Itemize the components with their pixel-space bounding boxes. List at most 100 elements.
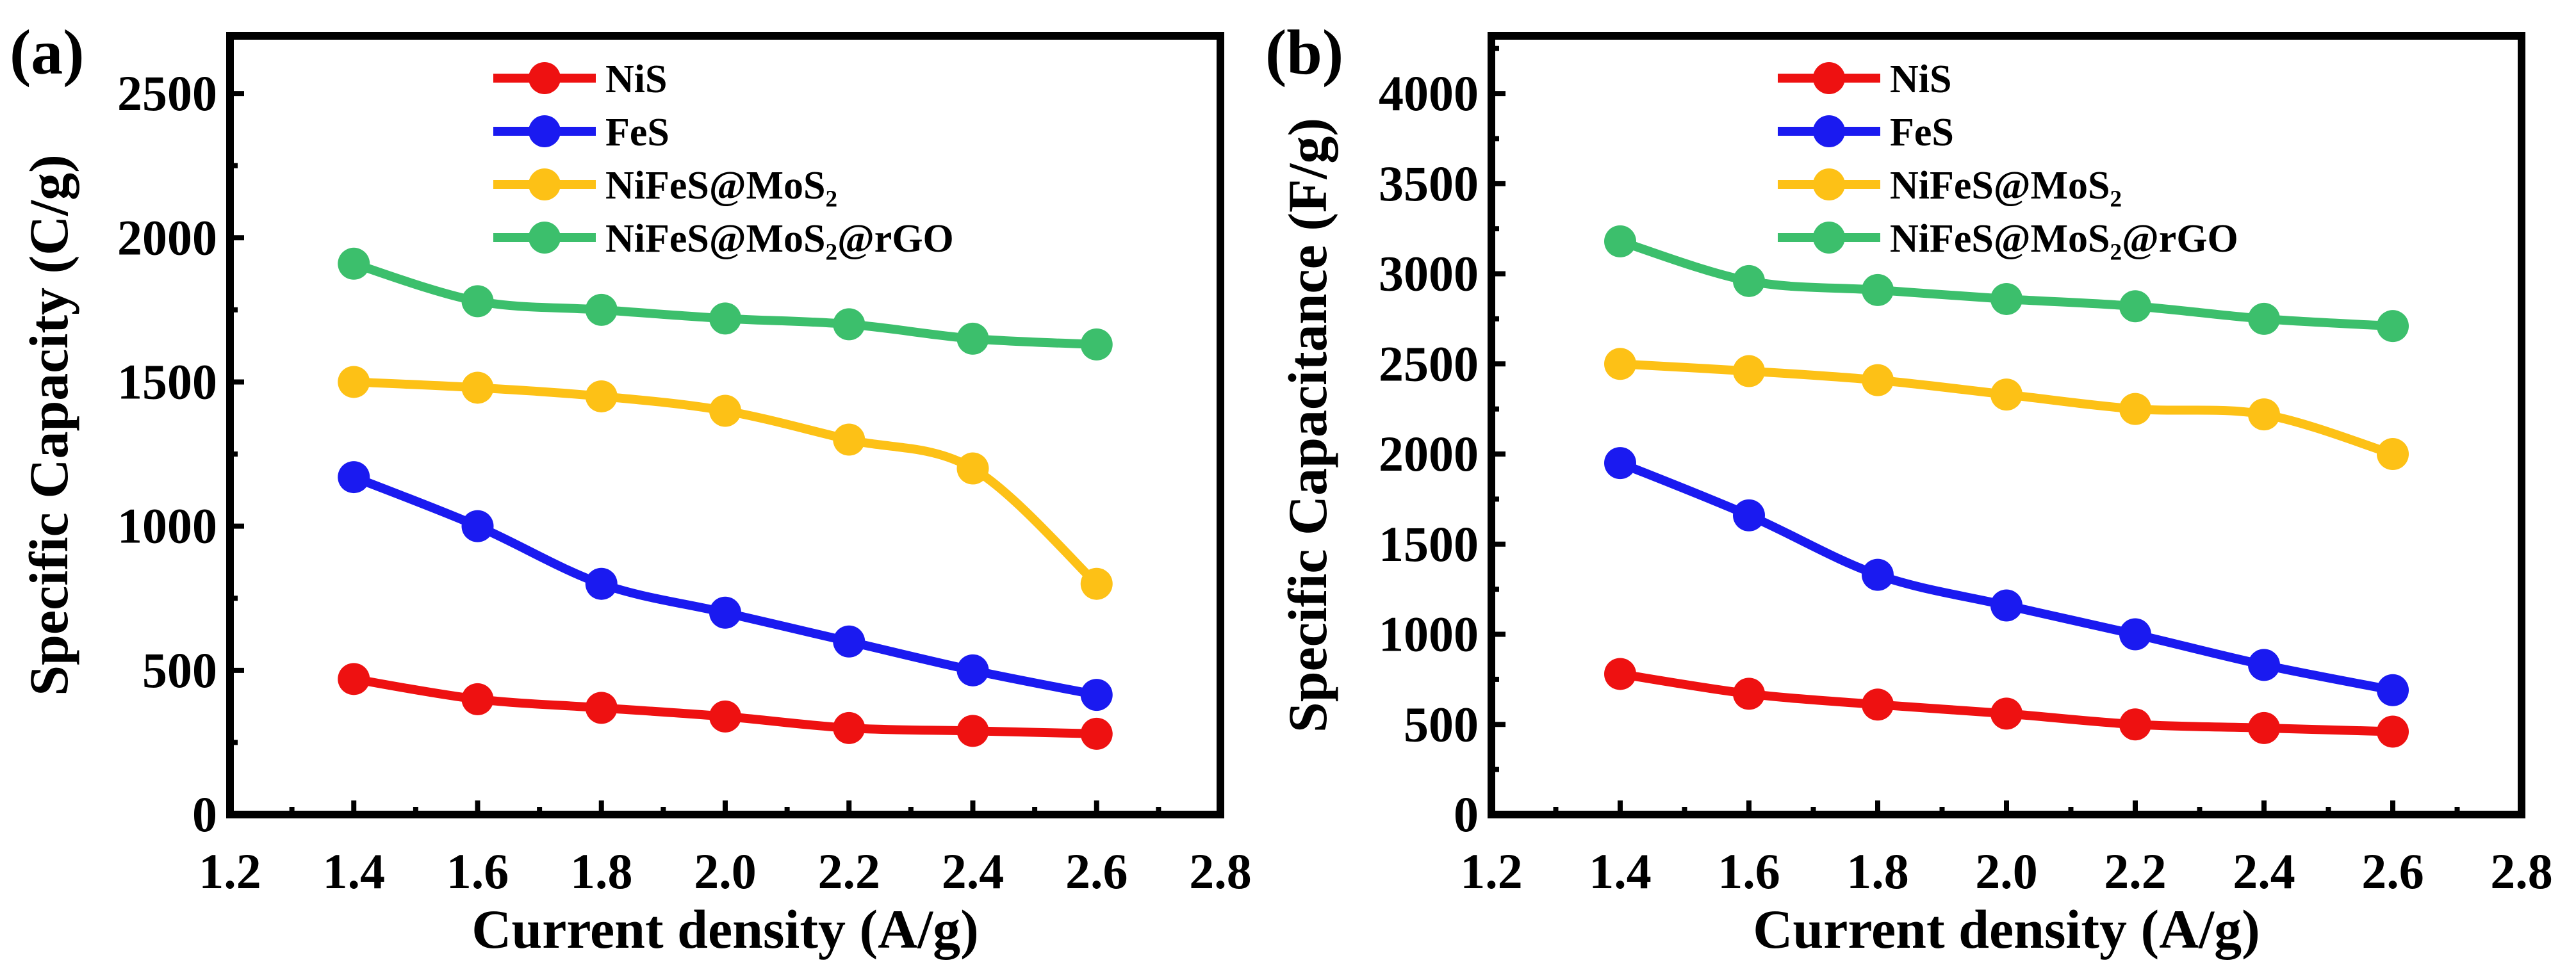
x-tick-label: 2.8 xyxy=(2490,843,2553,899)
legend-marker xyxy=(529,222,561,254)
data-point xyxy=(1990,697,2022,730)
y-tick-label: 4000 xyxy=(1379,65,1479,121)
series-fes xyxy=(1604,447,2409,706)
x-tick-label: 1.4 xyxy=(1589,843,1652,899)
x-tick-label: 2.4 xyxy=(942,843,1005,899)
data-point xyxy=(2248,649,2280,681)
panel-b: 1.2 1.4 1.6 1.8 2.0 2.2 2.4 2.6 2.8 0 500 1000 1500 2… xyxy=(1265,17,2553,960)
y-tick-label: 1500 xyxy=(1379,516,1479,572)
y-tick-label: 2500 xyxy=(1379,336,1479,391)
data-point xyxy=(2377,674,2409,706)
data-point xyxy=(1733,355,1765,387)
x-tick-label: 1.8 xyxy=(1846,843,1909,899)
x-tick-label: 2.0 xyxy=(1975,843,2038,899)
data-point xyxy=(461,510,494,542)
data-point xyxy=(585,567,618,600)
legend-label: FeS xyxy=(1890,111,1954,154)
y-tick-label: 500 xyxy=(1404,696,1479,752)
y-tick-label: 3500 xyxy=(1379,156,1479,211)
legend-marker xyxy=(1813,115,1845,147)
x-tick-label: 1.6 xyxy=(447,843,509,899)
series-nifes-mos- xyxy=(1604,348,2409,471)
data-point xyxy=(1990,378,2022,411)
series-nis xyxy=(338,663,1113,750)
data-point xyxy=(461,285,494,318)
data-point xyxy=(1990,282,2022,315)
data-point xyxy=(1080,328,1113,361)
data-point xyxy=(709,394,741,427)
data-point xyxy=(1080,717,1113,750)
data-point xyxy=(2377,438,2409,471)
legend-label: NiFeS@MoS₂ xyxy=(605,164,837,207)
legend-label: NiFeS@MoS₂@rGO xyxy=(605,217,954,261)
data-point xyxy=(1862,558,1894,591)
panel-label: (b) xyxy=(1265,17,1343,88)
x-tick-label: 2.4 xyxy=(2233,843,2295,899)
data-point xyxy=(2377,715,2409,748)
data-point xyxy=(338,247,370,280)
y-tick-label: 0 xyxy=(192,786,217,842)
data-point xyxy=(709,596,741,629)
data-point xyxy=(2377,310,2409,343)
legend-label: NiFeS@MoS₂ xyxy=(1890,164,2122,207)
y-tick-label: 1000 xyxy=(117,498,217,554)
data-point xyxy=(461,371,494,404)
data-point xyxy=(1604,447,1636,480)
data-point xyxy=(2248,302,2280,335)
legend-label: NiFeS@MoS₂@rGO xyxy=(1890,217,2238,261)
data-point xyxy=(1733,678,1765,710)
y-axis-label: Specific Capacity (C/g) xyxy=(18,154,79,696)
y-axis-label: Specific Capacitance (F/g) xyxy=(1277,118,1338,733)
series-nis xyxy=(1604,658,2409,748)
legend-marker xyxy=(529,115,561,147)
data-point xyxy=(2119,393,2151,425)
data-point xyxy=(1080,679,1113,711)
x-tick-label: 2.2 xyxy=(2104,843,2167,899)
data-point xyxy=(585,692,618,724)
data-point xyxy=(461,683,494,715)
y-tick-label: 3000 xyxy=(1379,246,1479,302)
y-tick-label: 2000 xyxy=(1379,426,1479,482)
data-point xyxy=(2248,711,2280,744)
panel-a: 1.2 1.4 1.6 1.8 2.0 2.2 2.4 2.6 2.8 0 500 1000 1500 2… xyxy=(10,17,1252,960)
data-point xyxy=(956,715,989,747)
y-tick-label: 1500 xyxy=(117,353,217,409)
data-point xyxy=(2248,398,2280,431)
x-tick-label: 2.6 xyxy=(2361,843,2424,899)
data-point xyxy=(1604,658,1636,690)
legend-marker xyxy=(529,168,561,200)
data-point xyxy=(833,308,866,341)
data-point xyxy=(338,366,370,398)
data-point xyxy=(2119,290,2151,323)
data-point xyxy=(2119,708,2151,741)
panel-label: (a) xyxy=(10,17,85,88)
x-tick-label: 1.2 xyxy=(1460,843,1523,899)
series-nifes-mos-rgo xyxy=(1604,225,2409,343)
data-point xyxy=(833,625,866,658)
series-fes xyxy=(338,461,1113,711)
x-axis-label: Current density (A/g) xyxy=(472,898,978,960)
data-point xyxy=(585,380,618,412)
data-point xyxy=(1733,499,1765,532)
data-point xyxy=(338,663,370,695)
x-tick-label: 2.2 xyxy=(818,843,881,899)
data-point xyxy=(833,711,866,744)
data-point xyxy=(709,700,741,733)
data-point xyxy=(1862,688,1894,721)
series-nifes-mos-rgo xyxy=(338,247,1113,361)
data-point xyxy=(956,654,989,686)
data-point xyxy=(1990,589,2022,622)
x-tick-label: 1.2 xyxy=(199,843,261,899)
data-point xyxy=(956,322,989,355)
legend-marker xyxy=(1813,222,1845,254)
data-point xyxy=(833,423,866,456)
y-tick-label: 2000 xyxy=(117,209,217,265)
legend-label: NiS xyxy=(1890,58,1951,101)
x-tick-label: 1.4 xyxy=(323,843,386,899)
series-nifes-mos- xyxy=(338,366,1113,600)
x-tick-label: 2.8 xyxy=(1189,843,1252,899)
x-axis-label: Current density (A/g) xyxy=(1753,898,2260,960)
legend-label: FeS xyxy=(605,111,669,154)
